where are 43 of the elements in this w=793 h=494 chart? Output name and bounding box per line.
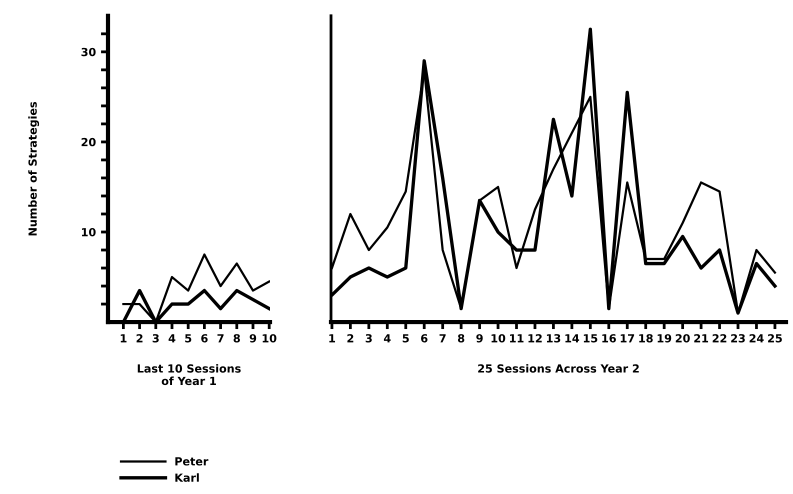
x-tick-label: 2 [136,334,142,342]
x-tick-label: 22 [712,334,726,342]
legend-label: Peter [175,457,208,466]
x-tick-label: 6 [421,334,428,342]
x-tick-label: 3 [366,334,372,342]
x-tick-label: 18 [639,334,653,342]
x-tick-label: 21 [694,334,708,342]
legend-label: Karl [175,473,199,482]
x-tick-label: 1 [120,334,126,342]
x-tick-label: 23 [731,334,745,342]
x-axis-title: Last 10 Sessions of Year 1 [138,364,241,386]
x-tick-label: 1 [329,334,336,342]
x-tick-label: 10 [492,334,506,342]
x-tick-label: 13 [546,334,560,342]
y-tick-label: 30 [81,48,96,56]
x-tick-label: 7 [440,334,446,342]
x-tick-label: 5 [402,334,409,342]
x-tick-label: 2 [347,334,354,342]
x-tick-label: 9 [476,334,483,342]
x-tick-label: 6 [201,334,208,342]
x-tick-label: 8 [234,334,240,342]
x-axis-title: 25 Sessions Across Year 2 [478,364,639,373]
x-tick-label: 19 [658,334,672,342]
x-tick-label: 17 [620,334,634,342]
x-tick-label: 15 [584,334,598,342]
x-tick-label: 8 [458,334,464,342]
x-tick-label: 5 [185,334,192,342]
x-tick-label: 4 [168,334,176,342]
x-tick-label: 11 [510,334,524,342]
x-tick-label: 7 [217,334,224,342]
x-tick-label: 16 [602,334,616,342]
x-tick-label: 4 [384,334,391,342]
x-tick-label: 9 [250,334,256,342]
y-tick-label: 10 [82,228,96,236]
y-axis-title: Number of Strategies [28,102,40,236]
x-tick-label: 10 [262,334,276,342]
x-tick-label: 20 [676,334,690,342]
x-tick-label: 24 [750,334,764,342]
x-tick-label: 3 [152,334,159,342]
x-tick-label: 25 [768,334,782,342]
x-tick-label: 14 [565,334,580,342]
y-tick-label: 20 [82,138,96,146]
x-tick-label: 12 [528,334,542,342]
